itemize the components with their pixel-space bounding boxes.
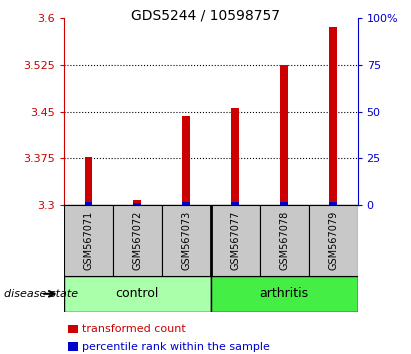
- Text: GDS5244 / 10598757: GDS5244 / 10598757: [131, 9, 280, 23]
- Text: GSM567079: GSM567079: [328, 211, 338, 270]
- Bar: [231, 108, 239, 205]
- Bar: [211, 276, 358, 312]
- Text: transformed count: transformed count: [82, 324, 186, 334]
- Text: arthritis: arthritis: [259, 287, 309, 300]
- Bar: [260, 205, 309, 276]
- Text: GSM567072: GSM567072: [132, 211, 142, 270]
- Bar: [85, 201, 92, 205]
- Bar: [182, 201, 190, 205]
- Text: GSM567078: GSM567078: [279, 211, 289, 270]
- Bar: [329, 27, 337, 205]
- Bar: [211, 205, 260, 276]
- Bar: [280, 65, 288, 205]
- Bar: [162, 205, 211, 276]
- Bar: [309, 205, 358, 276]
- Bar: [182, 116, 190, 205]
- Text: GSM567071: GSM567071: [83, 211, 93, 270]
- Bar: [329, 201, 337, 205]
- Text: percentile rank within the sample: percentile rank within the sample: [82, 342, 270, 352]
- Bar: [64, 276, 210, 312]
- Text: GSM567073: GSM567073: [181, 211, 191, 270]
- Text: disease state: disease state: [4, 289, 78, 299]
- Bar: [64, 205, 113, 276]
- Text: GSM567077: GSM567077: [230, 211, 240, 270]
- Bar: [134, 202, 141, 205]
- Bar: [280, 201, 288, 205]
- Bar: [231, 201, 239, 205]
- Bar: [134, 200, 141, 205]
- Bar: [85, 156, 92, 205]
- Text: control: control: [115, 287, 159, 300]
- Bar: [113, 205, 162, 276]
